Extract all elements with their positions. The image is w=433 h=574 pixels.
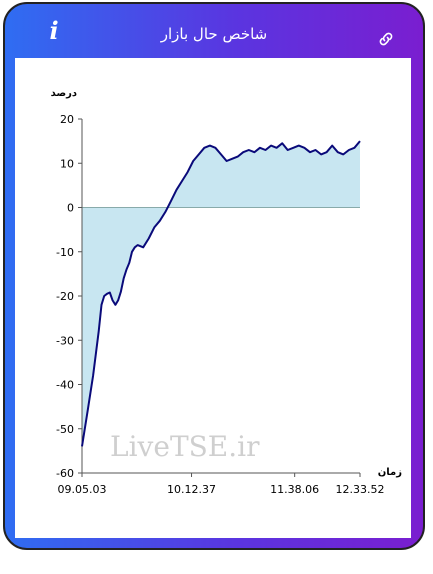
y-tick-label: -40 <box>56 379 74 392</box>
x-tick-label: 12.33.52 <box>336 483 385 496</box>
y-tick-label: -30 <box>56 334 74 347</box>
x-axis-title: زمان <box>378 467 402 478</box>
y-axis: 20 10 0 -10 -20 -30 -40 -50 -60 <box>56 113 82 480</box>
area-fill <box>82 141 360 447</box>
series-line <box>81 140 361 447</box>
y-tick-label: -60 <box>56 467 74 480</box>
x-tick-label: 10.12.37 <box>167 483 216 496</box>
y-axis-title: درصد <box>51 88 77 99</box>
watermark-text: LiveTSE.ir <box>110 430 260 463</box>
page-title: شاخص حال بازار <box>160 25 268 43</box>
info-icon[interactable]: i <box>49 16 59 45</box>
card-header: i شاخص حال بازار <box>5 4 423 64</box>
link-icon[interactable] <box>377 30 395 48</box>
market-status-card: i شاخص حال بازار 20 10 0 -10 -20 -30 -40 -50 -60… <box>3 2 425 550</box>
market-index-chart: 20 10 0 -10 -20 -30 -40 -50 -60 09.05.03 10.12.37… <box>51 88 403 496</box>
y-tick-label: 20 <box>60 113 74 126</box>
y-tick-label: -20 <box>56 290 74 303</box>
y-tick-label: 0 <box>67 202 74 215</box>
y-tick-label: -50 <box>56 423 74 436</box>
y-tick-label: 10 <box>60 157 74 170</box>
x-tick-label: 11.38.06 <box>270 483 319 496</box>
x-axis: 09.05.03 10.12.37 11.38.06 12.33.52 <box>58 473 385 496</box>
y-tick-label: -10 <box>56 246 74 259</box>
chart-panel: 20 10 0 -10 -20 -30 -40 -50 -60 09.05.03 10.12.37… <box>15 58 411 538</box>
x-tick-label: 09.05.03 <box>58 483 107 496</box>
